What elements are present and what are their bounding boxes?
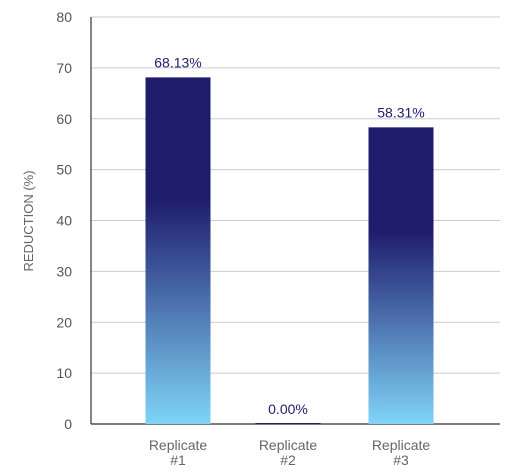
- y-axis-label: REDUCTION (%): [21, 170, 36, 271]
- category-label: #1: [170, 452, 186, 468]
- y-tick-label: 80: [56, 9, 72, 25]
- bar: [368, 127, 434, 425]
- data-label: 58.31%: [377, 104, 424, 120]
- data-labels: 68.13% 0.00% 58.31%: [154, 54, 424, 417]
- y-tick-label: 50: [56, 162, 72, 178]
- y-tick-label: 20: [56, 314, 72, 330]
- y-tick-labels: 0 10 20 30 40 50 60 70 80: [56, 9, 72, 432]
- bars: [145, 77, 434, 425]
- bar: [255, 423, 321, 424]
- bar: [145, 77, 211, 425]
- category-label: #3: [393, 452, 409, 468]
- y-tick-label: 70: [56, 60, 72, 76]
- data-label: 0.00%: [268, 401, 308, 417]
- y-tick-label: 30: [56, 263, 72, 279]
- category-label: Replicate: [259, 437, 318, 453]
- category-label: Replicate: [149, 437, 208, 453]
- y-tick-label: 40: [56, 213, 72, 229]
- y-tick-label: 10: [56, 365, 72, 381]
- y-tick-label: 0: [64, 416, 72, 432]
- data-label: 68.13%: [154, 54, 201, 70]
- y-tick-label: 60: [56, 111, 72, 127]
- category-label: #2: [280, 452, 296, 468]
- category-label: Replicate: [372, 437, 431, 453]
